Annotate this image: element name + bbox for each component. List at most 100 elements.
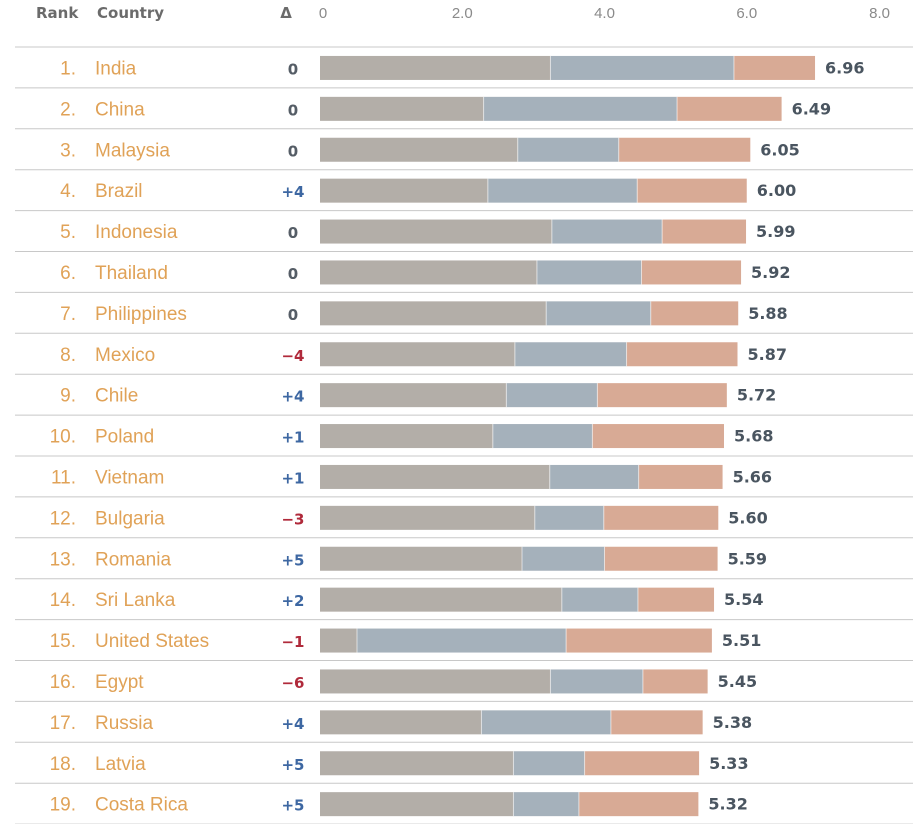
total-value-label: 5.33 <box>709 754 748 773</box>
table-row: 8. Mexico −4 5.87 <box>15 342 913 375</box>
bar-segment-2 <box>483 96 678 121</box>
bar-segment-3 <box>733 55 816 80</box>
rank-label: 14. <box>50 590 76 611</box>
country-label: Poland <box>95 427 154 448</box>
rank-label: 9. <box>60 386 76 407</box>
x-tick-label: 4.0 <box>594 5 615 22</box>
table-row: 19. Costa Rica +5 5.32 <box>15 792 913 824</box>
rank-label: 17. <box>50 713 76 734</box>
rank-label: 1. <box>60 58 76 79</box>
bar-segment-1 <box>320 669 551 694</box>
bar-segment-2 <box>487 178 638 203</box>
country-label: United States <box>95 631 209 652</box>
bar-segment-3 <box>642 669 708 694</box>
rank-change-label: 0 <box>288 265 298 283</box>
bar-segment-1 <box>320 301 547 326</box>
bar-segment-1 <box>320 424 493 449</box>
bar-segment-1 <box>320 751 514 776</box>
rank-change-label: +5 <box>281 797 304 815</box>
bar-segment-2 <box>481 710 611 735</box>
x-tick-label: 8.0 <box>869 5 890 22</box>
rank-change-label: 0 <box>288 224 298 242</box>
bar-segment-3 <box>603 505 719 530</box>
rank-label: 18. <box>50 754 76 775</box>
table-row: 6. Thailand 0 5.92 <box>15 260 913 293</box>
total-value-label: 5.59 <box>728 549 767 568</box>
country-label: Philippines <box>95 304 187 325</box>
x-axis-ticks: 0 2.0 4.0 6.0 8.0 <box>319 5 890 22</box>
bar-segment-1 <box>320 546 522 571</box>
table-row: 16. Egypt −6 5.45 <box>15 669 913 702</box>
country-label: Vietnam <box>95 467 164 488</box>
x-tick-label: 6.0 <box>736 5 757 22</box>
rank-change-label: 0 <box>288 101 298 119</box>
bar-segment-1 <box>320 55 551 80</box>
bar-segment-2 <box>517 137 619 162</box>
bar-segment-3 <box>618 137 751 162</box>
total-value-label: 5.32 <box>708 795 747 814</box>
rank-change-label: −6 <box>281 674 304 692</box>
x-tick-label: 2.0 <box>452 5 473 22</box>
country-label: Latvia <box>95 754 146 775</box>
country-label: Bulgaria <box>95 508 165 529</box>
rank-label: 5. <box>60 222 76 243</box>
bar-segment-2 <box>546 301 651 326</box>
rank-label: 16. <box>50 672 76 693</box>
total-value-label: 5.68 <box>734 427 773 446</box>
bar-segment-1 <box>320 383 507 408</box>
rank-change-label: +1 <box>281 429 304 447</box>
country-label: Malaysia <box>95 140 170 161</box>
country-label: Chile <box>95 386 138 407</box>
bar-segment-1 <box>320 178 488 203</box>
country-label: Russia <box>95 713 154 734</box>
bar-segment-2 <box>549 464 639 489</box>
country-label: Mexico <box>95 345 155 366</box>
rank-label: 11. <box>51 467 76 488</box>
bar-segment-3 <box>566 628 712 653</box>
table-row: 17. Russia +4 5.38 <box>15 710 913 743</box>
rank-change-label: +5 <box>281 551 304 569</box>
bar-segment-3 <box>650 301 739 326</box>
bar-segment-3 <box>637 587 715 612</box>
country-label: Costa Rica <box>95 795 188 816</box>
rank-label: 8. <box>60 345 76 366</box>
total-value-label: 5.99 <box>756 222 795 241</box>
table-row: 13. Romania +5 5.59 <box>15 546 913 580</box>
rank-change-label: 0 <box>288 60 298 78</box>
rank-change-label: +4 <box>281 388 304 406</box>
rank-label: 2. <box>60 99 76 120</box>
bar-segment-1 <box>320 628 357 653</box>
rank-label: 19. <box>50 795 76 816</box>
bar-segment-3 <box>592 424 724 449</box>
delta-header: Δ <box>280 4 292 22</box>
rank-label: 4. <box>60 181 76 202</box>
total-value-label: 6.05 <box>760 140 799 159</box>
rank-label: 12. <box>50 508 76 529</box>
total-value-label: 5.88 <box>748 304 787 323</box>
country-label: Thailand <box>95 263 168 284</box>
rank-change-label: −1 <box>281 633 304 651</box>
bar-segment-3 <box>677 96 782 121</box>
rows: 1. India 0 6.96 2. China 0 6.49 3. Malaysia 0 6.05 4… <box>15 46 913 824</box>
rank-header: Rank <box>36 4 79 22</box>
bar-segment-1 <box>320 710 482 735</box>
total-value-label: 6.00 <box>757 181 796 200</box>
table-row: 12. Bulgaria −3 5.60 <box>15 505 913 539</box>
bar-segment-2 <box>513 792 579 817</box>
x-tick-label: 0 <box>319 5 327 22</box>
bar-segment-3 <box>637 178 747 203</box>
total-value-label: 5.92 <box>751 263 790 282</box>
bar-segment-2 <box>356 628 567 653</box>
rank-change-label: +1 <box>281 469 304 487</box>
bar-segment-2 <box>514 342 627 367</box>
total-value-label: 5.54 <box>724 590 763 609</box>
country-label: India <box>95 58 137 79</box>
bar-segment-1 <box>320 792 514 817</box>
bar-segment-2 <box>550 669 643 694</box>
total-value-label: 5.51 <box>722 631 761 650</box>
bar-segment-2 <box>521 546 605 571</box>
table-row: 4. Brazil +4 6.00 <box>15 178 913 212</box>
rank-label: 10. <box>50 427 76 448</box>
table-row: 18. Latvia +5 5.33 <box>15 751 913 784</box>
